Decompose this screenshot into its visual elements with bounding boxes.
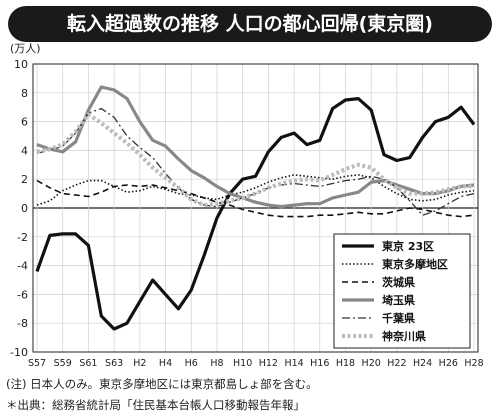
x-tick-label: H16 xyxy=(310,358,329,369)
x-tick-label: H10 xyxy=(233,358,252,369)
y-tick-label: -10 xyxy=(10,346,28,359)
x-tick-label: H26 xyxy=(439,358,458,369)
plot-frame xyxy=(32,63,479,353)
series-line xyxy=(36,179,475,218)
legend-box xyxy=(333,233,471,349)
series-layer xyxy=(35,85,476,331)
x-tick-label: S61 xyxy=(79,358,97,369)
x-tick-label: H22 xyxy=(387,358,406,369)
legend-label: 茨城県 xyxy=(382,275,415,289)
legend-label: 東京多摩地区 xyxy=(382,257,448,271)
y-unit-label: (万人) xyxy=(10,42,41,55)
y-tick-label: 6 xyxy=(21,116,28,129)
legend-label: 東京 23区 xyxy=(382,239,434,253)
legend-label: 神奈川県 xyxy=(382,329,426,343)
x-tick-label: H8 xyxy=(210,358,223,369)
legend-label: 埼玉県 xyxy=(382,293,415,307)
y-tick-label: -8 xyxy=(17,317,28,330)
x-tick-label: H28 xyxy=(464,358,483,369)
y-tick-label: 10 xyxy=(14,58,28,71)
y-tick-label: 4 xyxy=(21,144,28,157)
chart-title: 転入超過数の推移 人口の都心回帰(東京圏) xyxy=(8,6,492,42)
x-tick-label: S57 xyxy=(28,358,46,369)
x-tick-label: H14 xyxy=(284,358,303,369)
x-tick-label: H2 xyxy=(133,358,146,369)
series-line xyxy=(36,174,475,206)
series-line xyxy=(35,96,476,331)
y-tick-label: -6 xyxy=(17,288,28,301)
series-line xyxy=(36,85,475,209)
series-line xyxy=(36,112,474,208)
x-tick-label: H6 xyxy=(185,358,198,369)
x-tick-label: S63 xyxy=(105,358,123,369)
x-tick-label: H24 xyxy=(413,358,432,369)
y-tick-label: -4 xyxy=(17,260,28,273)
legend-label: 千葉県 xyxy=(382,311,415,325)
y-tick-label: 8 xyxy=(21,87,28,100)
series-line xyxy=(36,107,475,216)
y-tick-label: 0 xyxy=(21,202,28,215)
footnote: (注) 日本人のみ。東京多摩地区には東京都島しょ部を含む。 xyxy=(6,377,318,391)
x-tick-label: H20 xyxy=(362,358,381,369)
source-note: ＊出典：総務省統計局「住民基本台帳人口移動報告年報」 xyxy=(6,398,305,412)
x-tick-label: S59 xyxy=(54,358,72,369)
y-tick-label: -2 xyxy=(17,231,28,244)
x-tick-label: H4 xyxy=(159,358,172,369)
x-tick-label: H18 xyxy=(336,358,355,369)
x-tick-label: H12 xyxy=(259,358,278,369)
y-tick-label: 2 xyxy=(21,173,28,186)
